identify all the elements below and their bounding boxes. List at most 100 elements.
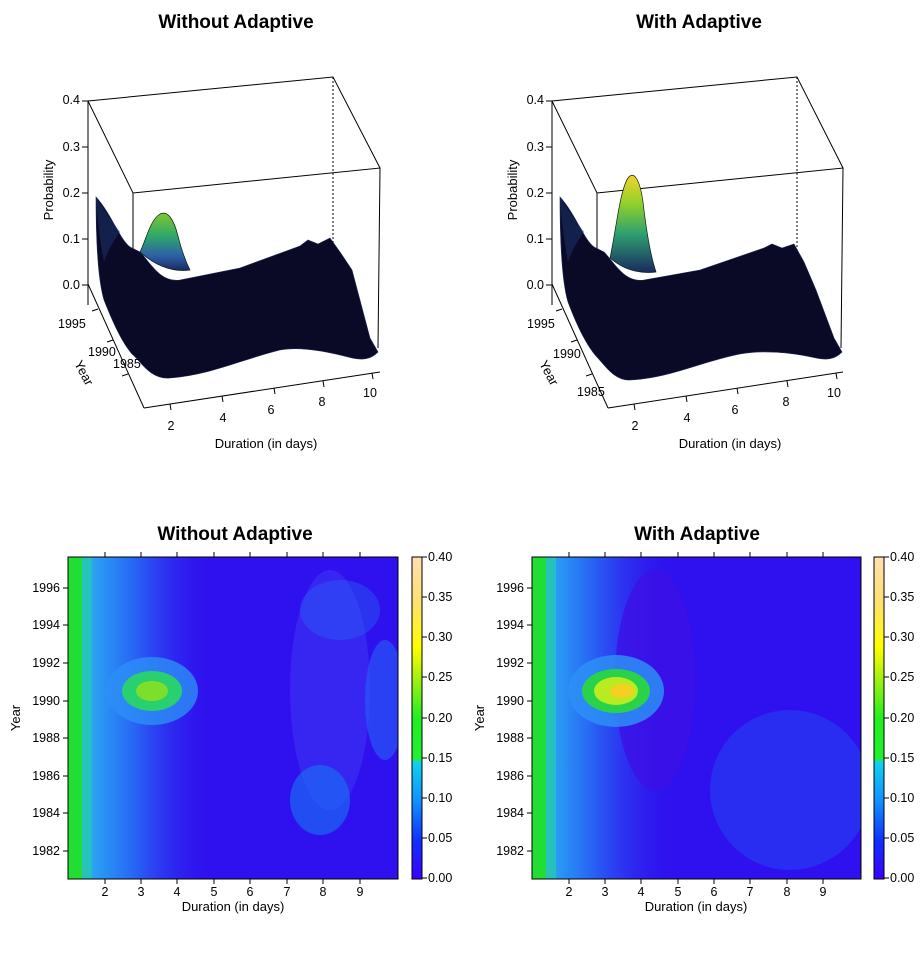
x-tick-label: 3 [138, 885, 145, 899]
chart-title: Without Adaptive [158, 12, 313, 33]
y-tick-label: 1984 [32, 806, 60, 820]
x-ticks [169, 372, 374, 411]
surface-ridge-left [560, 197, 584, 262]
y-tick-label: 1985 [577, 385, 605, 399]
z-axis-label: Probability [41, 159, 56, 220]
surface-sheet [559, 196, 843, 381]
z-tick-label: 0.0 [63, 278, 80, 292]
colorbar-tick-label: 0.35 [890, 590, 914, 604]
y-axis-label: Year [71, 358, 97, 389]
y-tick-label: 1990 [553, 347, 581, 361]
x-tick-label: 4 [684, 411, 691, 425]
x-tick-label: 9 [820, 885, 827, 899]
z-ticks [82, 100, 88, 286]
y-tick-label: 1990 [88, 345, 116, 359]
box-back-edges [87, 76, 381, 169]
z-tick-label: 0.4 [63, 93, 80, 107]
colorbar-tick-label: 0.30 [428, 630, 452, 644]
x-tick-label: 5 [211, 885, 218, 899]
colorbar-tick-label: 0.10 [890, 791, 914, 805]
y-tick-label: 1994 [32, 618, 60, 632]
x-tick-label: 9 [357, 885, 364, 899]
box-front-top-edges [87, 100, 381, 349]
colorbar [411, 556, 423, 880]
y-ticks [527, 587, 532, 852]
y-tick-label: 1996 [32, 581, 60, 595]
x-tick-label: 10 [827, 386, 841, 400]
y-tick-label: 1988 [496, 731, 524, 745]
y-tick-label: 1994 [496, 618, 524, 632]
x-tick-label: 2 [102, 885, 109, 899]
y-tick-label: 1984 [496, 806, 524, 820]
z-tick-label: 0.3 [63, 140, 80, 154]
y-tick-label: 1986 [496, 769, 524, 783]
z-tick-label: 0.4 [527, 93, 544, 107]
x-tick-label: 8 [784, 885, 791, 899]
box-front-top-edges [551, 100, 844, 349]
z-tick-label: 0.1 [63, 232, 80, 246]
y-tick-label: 1988 [32, 731, 60, 745]
y-tick-label: 1992 [32, 656, 60, 670]
x-tick-label: 6 [711, 885, 718, 899]
z-tick-label: 0.2 [63, 186, 80, 200]
colorbar-ticks [884, 556, 889, 879]
x-tick-label: 2 [168, 419, 175, 433]
colorbar-tick-label: 0.35 [428, 590, 452, 604]
y-ticks [91, 308, 129, 377]
x-axis-label: Duration (in days) [645, 899, 748, 914]
z-tick-label: 0.0 [527, 278, 544, 292]
y-axis-label: Year [536, 358, 562, 389]
x-axis-label: Duration (in days) [679, 436, 782, 451]
y-ticks [63, 587, 68, 852]
chart-title: Without Adaptive [157, 524, 312, 545]
colorbar-tick-label: 0.25 [428, 670, 452, 684]
x-tick-label: 4 [220, 411, 227, 425]
colorbar-tick-label: 0.20 [890, 711, 914, 725]
x-ticks [104, 552, 361, 884]
x-ticks [568, 552, 824, 884]
surface-peak [139, 212, 191, 271]
colorbar-tick-label: 0.10 [428, 791, 452, 805]
y-tick-label: 1990 [496, 694, 524, 708]
surface-panel-with-adaptive: With Adaptive 0.0 0.1 0.2 0.3 0.4 Probab… [505, 12, 844, 451]
y-tick-label: 1992 [496, 656, 524, 670]
surface-peak [609, 174, 657, 273]
colorbar-tick-label: 0.00 [428, 871, 452, 885]
heatmap-field [532, 557, 861, 879]
x-tick-label: 8 [320, 885, 327, 899]
y-tick-label: 1985 [113, 357, 141, 371]
colorbar [873, 556, 885, 880]
x-tick-label: 7 [747, 885, 754, 899]
y-tick-label: 1996 [496, 581, 524, 595]
surface-panel-without-adaptive: Without Adaptive 0.0 0.1 0.2 0.3 0.4 Pro… [41, 12, 381, 451]
x-tick-label: 7 [284, 885, 291, 899]
x-axis-label: Duration (in days) [215, 436, 318, 451]
x-axis-line [607, 371, 844, 409]
plot-frame [531, 556, 862, 880]
chart-title: With Adaptive [634, 524, 760, 545]
x-tick-label: 6 [247, 885, 254, 899]
y-axis-label: Year [472, 704, 487, 731]
x-ticks [633, 372, 838, 411]
x-tick-label: 5 [675, 885, 682, 899]
x-axis-line [143, 371, 381, 409]
x-axis-label: Duration (in days) [182, 899, 285, 914]
x-tick-label: 2 [566, 885, 573, 899]
y-tick-label: 1982 [496, 844, 524, 858]
heatmap-panel-with-adaptive: With Adaptive 1982 1984 1986 1988 1990 1… [472, 524, 914, 914]
colorbar-tick-label: 0.05 [428, 831, 452, 845]
x-tick-label: 6 [732, 403, 739, 417]
z-axis-label: Probability [505, 159, 520, 220]
box-back-edges [551, 76, 844, 169]
x-tick-label: 8 [783, 395, 790, 409]
x-tick-label: 4 [638, 885, 645, 899]
colorbar-tick-label: 0.15 [428, 751, 452, 765]
y-ticks [555, 308, 593, 377]
chart-title: With Adaptive [636, 12, 762, 33]
z-tick-label: 0.1 [527, 232, 544, 246]
y-axis-line [551, 283, 609, 409]
x-tick-label: 8 [319, 395, 326, 409]
colorbar-tick-label: 0.20 [428, 711, 452, 725]
colorbar-tick-label: 0.25 [890, 670, 914, 684]
